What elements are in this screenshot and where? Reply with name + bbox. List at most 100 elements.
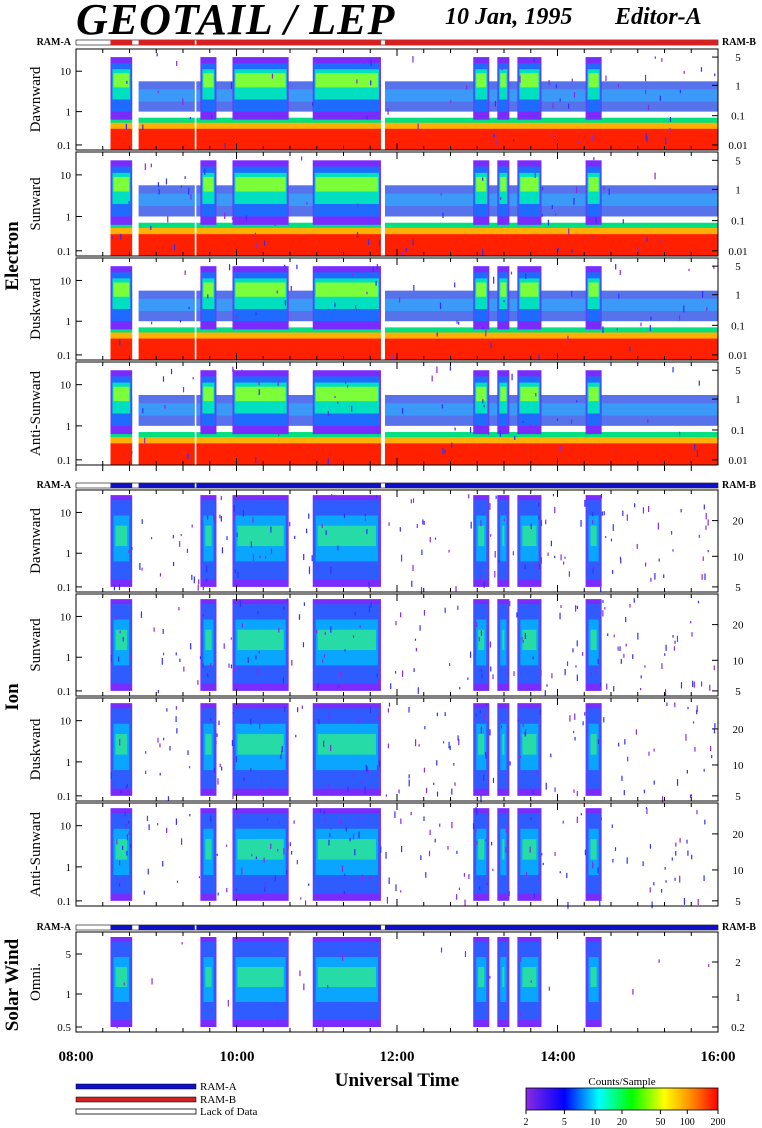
electron-dawnward-speckle	[617, 83, 619, 88]
ion-sunward-rtick-label: 10	[733, 655, 745, 667]
ion-duskward-speckle	[418, 744, 420, 747]
electron-antisunward-ytick-label: 10	[60, 380, 72, 392]
ion-dawnward-speckle	[634, 503, 636, 508]
ion-dawnward-speckle	[540, 557, 542, 564]
electron-antisunward-band-green	[138, 432, 195, 438]
ion-antisunward-speckle	[584, 849, 586, 856]
electron-sunward-speckle	[440, 193, 442, 196]
electron-duskward-speckle	[277, 325, 279, 328]
ion-antisunward-active-core	[590, 839, 597, 860]
ion-antisunward-speckle	[479, 886, 481, 891]
electron-duskward-speckle	[413, 285, 415, 291]
electron-dawnward-speckle	[450, 100, 452, 104]
electron-duskward-active-core	[520, 282, 539, 297]
ion-duskward-speckle	[221, 766, 223, 771]
ion-antisunward-speckle	[653, 882, 655, 886]
electron-duskward-speckle	[276, 290, 278, 294]
electron-duskward-band-orange	[138, 331, 195, 339]
ion-sunward-active-core	[317, 629, 376, 651]
electron-antisunward-speckle	[162, 376, 165, 382]
ion-dawnward-speckle	[650, 577, 652, 582]
ion-dawnward-speckle	[242, 510, 244, 517]
electron-antisunward-speckle	[258, 381, 260, 386]
electron-dawnward-speckle	[605, 75, 607, 82]
ion-duskward-speckle	[485, 752, 487, 759]
ion-duskward-speckle	[536, 769, 538, 776]
electron-duskward-active-core	[476, 282, 487, 297]
ion-dawnward-speckle	[480, 573, 483, 576]
electron-antisunward-band-orange	[384, 436, 718, 444]
ion-duskward-speckle	[436, 760, 438, 766]
electron-antisunward-speckle	[401, 407, 404, 414]
ion-sunward-speckle	[632, 654, 634, 659]
electron-dawnward-speckle	[647, 104, 650, 111]
ion-sunward-speckle	[532, 656, 534, 660]
ion-duskward-speckle	[545, 782, 547, 790]
electron-dawnward-ytick-label: 0.1	[57, 140, 71, 152]
electron-antisunward-speckle	[449, 366, 451, 371]
ion-duskward-speckle	[653, 748, 655, 752]
ion-dawnward-speckle	[580, 520, 582, 527]
ion-duskward-speckle	[643, 789, 645, 794]
ion-antisunward-speckle	[704, 819, 706, 825]
ion-dawnward-speckle	[564, 556, 566, 559]
ion-duskward-speckle	[120, 790, 122, 794]
ion-duskward-speckle	[159, 743, 161, 748]
electron-dawnward-speckle	[577, 140, 580, 144]
ion-sunward-speckle	[324, 631, 326, 635]
ion-sunward-speckle	[238, 665, 240, 669]
electron-antisunward-speckle	[351, 405, 353, 412]
electron-duskward-speckle	[702, 290, 704, 298]
solarwind-ram-b-label: RAM-B	[722, 922, 756, 933]
panels-layer: RAM-A RAM-B 10 1 0.1 5 1 0.1 0.01 Dawnward 10 1 0.1 5…	[28, 37, 756, 1034]
ion-sunward-active-core	[478, 629, 485, 651]
ion-duskward-label: Duskward	[28, 718, 44, 780]
ion-antisunward-speckle	[651, 901, 653, 909]
ion-dawnward-speckle	[612, 569, 614, 574]
ion-antisunward-speckle	[237, 814, 239, 819]
electron-duskward-band-red	[138, 337, 195, 360]
solarwind-omni-speckle	[548, 986, 550, 991]
ion-sunward-speckle	[490, 666, 492, 672]
electron-sunward-speckle	[180, 185, 182, 188]
ion-dawnward-speckle	[113, 584, 116, 591]
ion-sunward-speckle	[162, 652, 165, 656]
ion-dawnward-speckle	[483, 581, 485, 589]
x-tick-1000: 10:00	[220, 1049, 255, 1065]
ion-sunward-speckle	[672, 635, 674, 638]
ion-duskward-speckle	[387, 708, 390, 713]
ion-duskward-speckle	[710, 746, 712, 752]
solarwind-omni-active-core	[205, 967, 212, 987]
ion-sunward-speckle	[467, 677, 469, 680]
ion-sunward-speckle	[390, 683, 392, 690]
electron-antisunward-speckle	[441, 404, 443, 409]
ion-duskward-speckle	[323, 740, 325, 747]
electron-duskward-band-orange	[110, 331, 133, 339]
ion-ram-b-label: RAM-B	[722, 480, 756, 491]
ion-sunward-speckle	[640, 675, 642, 679]
ion-dawnward-speckle	[286, 501, 289, 505]
ion-duskward-speckle	[449, 745, 451, 751]
electron-antisunward-band-orange	[138, 436, 195, 444]
electron-dawnward-band-orange	[138, 121, 195, 129]
electron-sunward-active-core	[235, 176, 286, 192]
ion-dawnward-speckle	[584, 499, 586, 507]
electron-antisunward-speckle	[499, 430, 501, 437]
ion-sunward-speckle	[506, 670, 509, 675]
electron-sunward-speckle	[157, 182, 160, 187]
electron-duskward-speckle	[184, 270, 186, 275]
ion-antisunward-speckle	[400, 890, 402, 893]
electron-duskward-speckle	[366, 291, 368, 295]
ion-antisunward-speckle	[118, 860, 121, 866]
ion-duskward-speckle	[175, 716, 177, 723]
electron-dawnward-active-core	[203, 73, 214, 88]
ion-dawnward-label: Dawnward	[28, 508, 44, 574]
ion-dawnward-speckle	[252, 554, 255, 562]
ion-sunward-speckle	[230, 637, 232, 640]
electron-antisunward-speckle	[142, 408, 144, 414]
ion-duskward-speckle	[519, 716, 521, 721]
electron-duskward-active-core	[500, 282, 507, 297]
ion-duskward-speckle	[425, 787, 428, 794]
ion-antisunward-speckle	[180, 838, 183, 845]
electron-duskward-speckle	[629, 346, 631, 352]
